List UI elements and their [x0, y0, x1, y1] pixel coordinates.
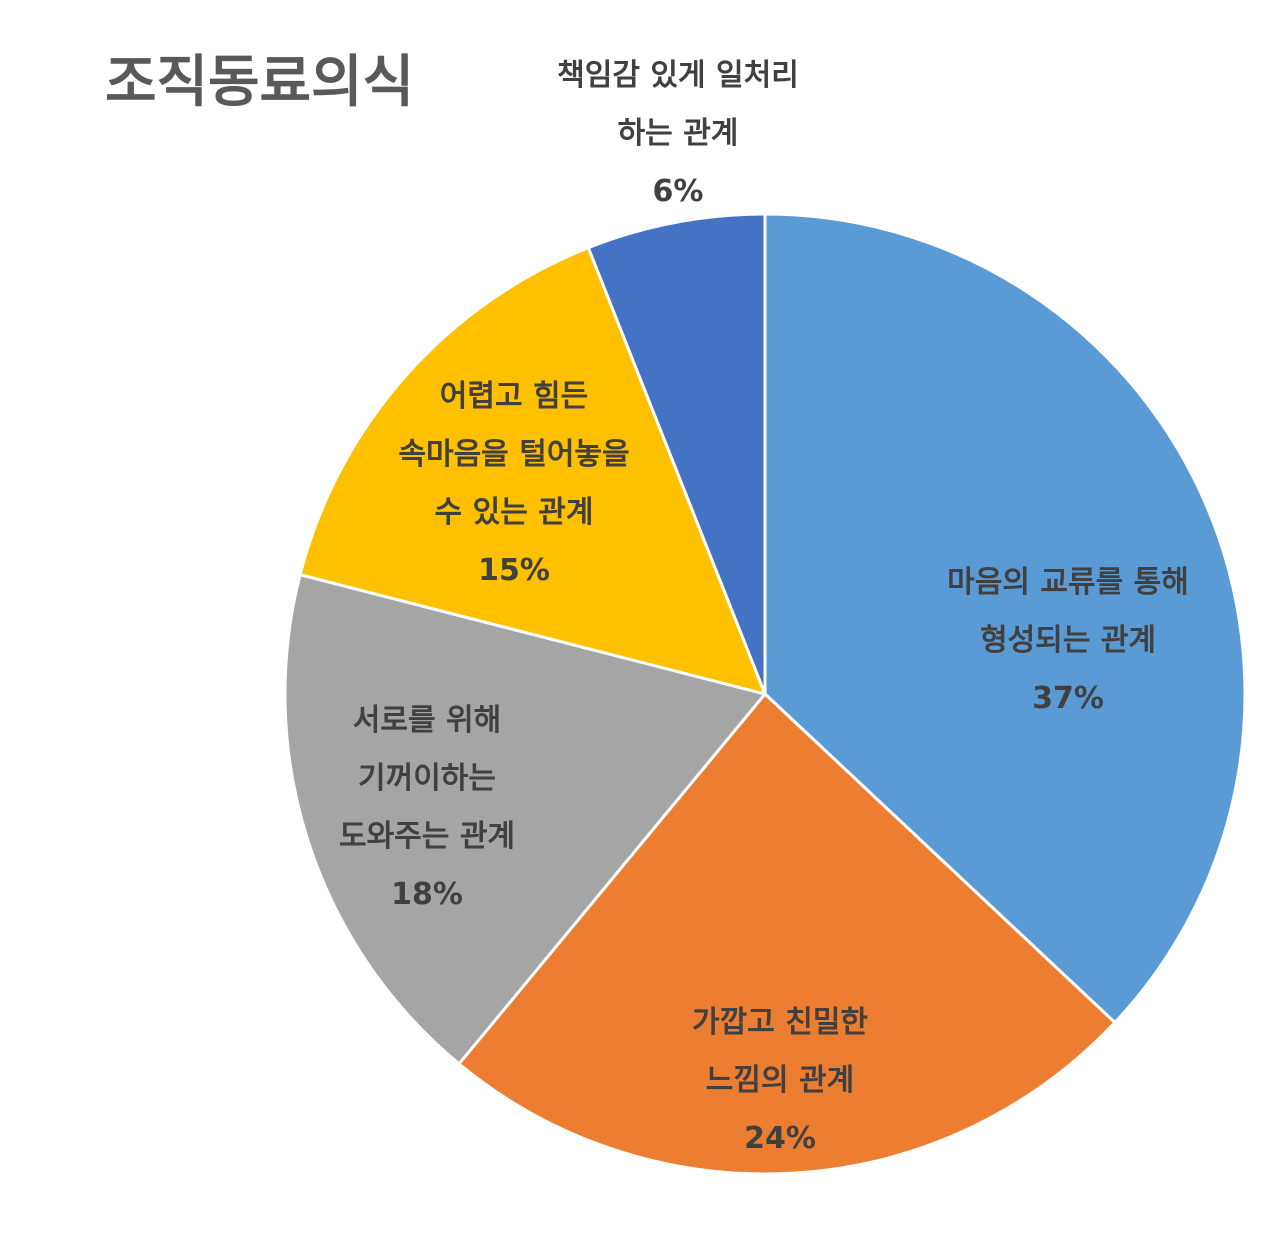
slice-category-label: 어렵고 힘든	[440, 379, 588, 414]
slice-value-label: 6%	[653, 174, 704, 209]
slice-category-label: 형성되는 관계	[980, 623, 1156, 658]
slice-category-label: 하는 관계	[618, 116, 739, 151]
pie-slice-1	[763, 212, 1247, 1025]
slice-category-label: 서로를 위해	[353, 703, 501, 738]
slice-category-label: 마음의 교류를 통해	[947, 565, 1189, 600]
slice-category-label: 가깝고 친밀한	[692, 1005, 868, 1040]
pie-slice-4	[298, 246, 767, 696]
slice-value-label: 15%	[478, 553, 550, 588]
slice-category-label: 책임감 있게 일처리	[557, 58, 799, 93]
pie-slice-2	[457, 692, 1117, 1176]
slice-category-label: 속마음을 털어놓을	[398, 437, 629, 472]
chart-title: 조직동료의식	[105, 50, 414, 115]
pie-slice-3	[283, 573, 767, 1066]
slice-category-label: 수 있는 관계	[435, 495, 594, 530]
slice-value-label: 37%	[1032, 681, 1104, 716]
slice-value-label: 24%	[744, 1121, 816, 1156]
pie-slices	[283, 212, 1247, 1176]
slice-category-label: 느낌의 관계	[706, 1063, 854, 1098]
slice-category-label: 기꺼이하는	[358, 761, 496, 796]
pie-slice-5	[586, 212, 767, 696]
slice-category-label: 도와주는 관계	[339, 819, 515, 854]
slice-value-label: 18%	[391, 877, 463, 912]
